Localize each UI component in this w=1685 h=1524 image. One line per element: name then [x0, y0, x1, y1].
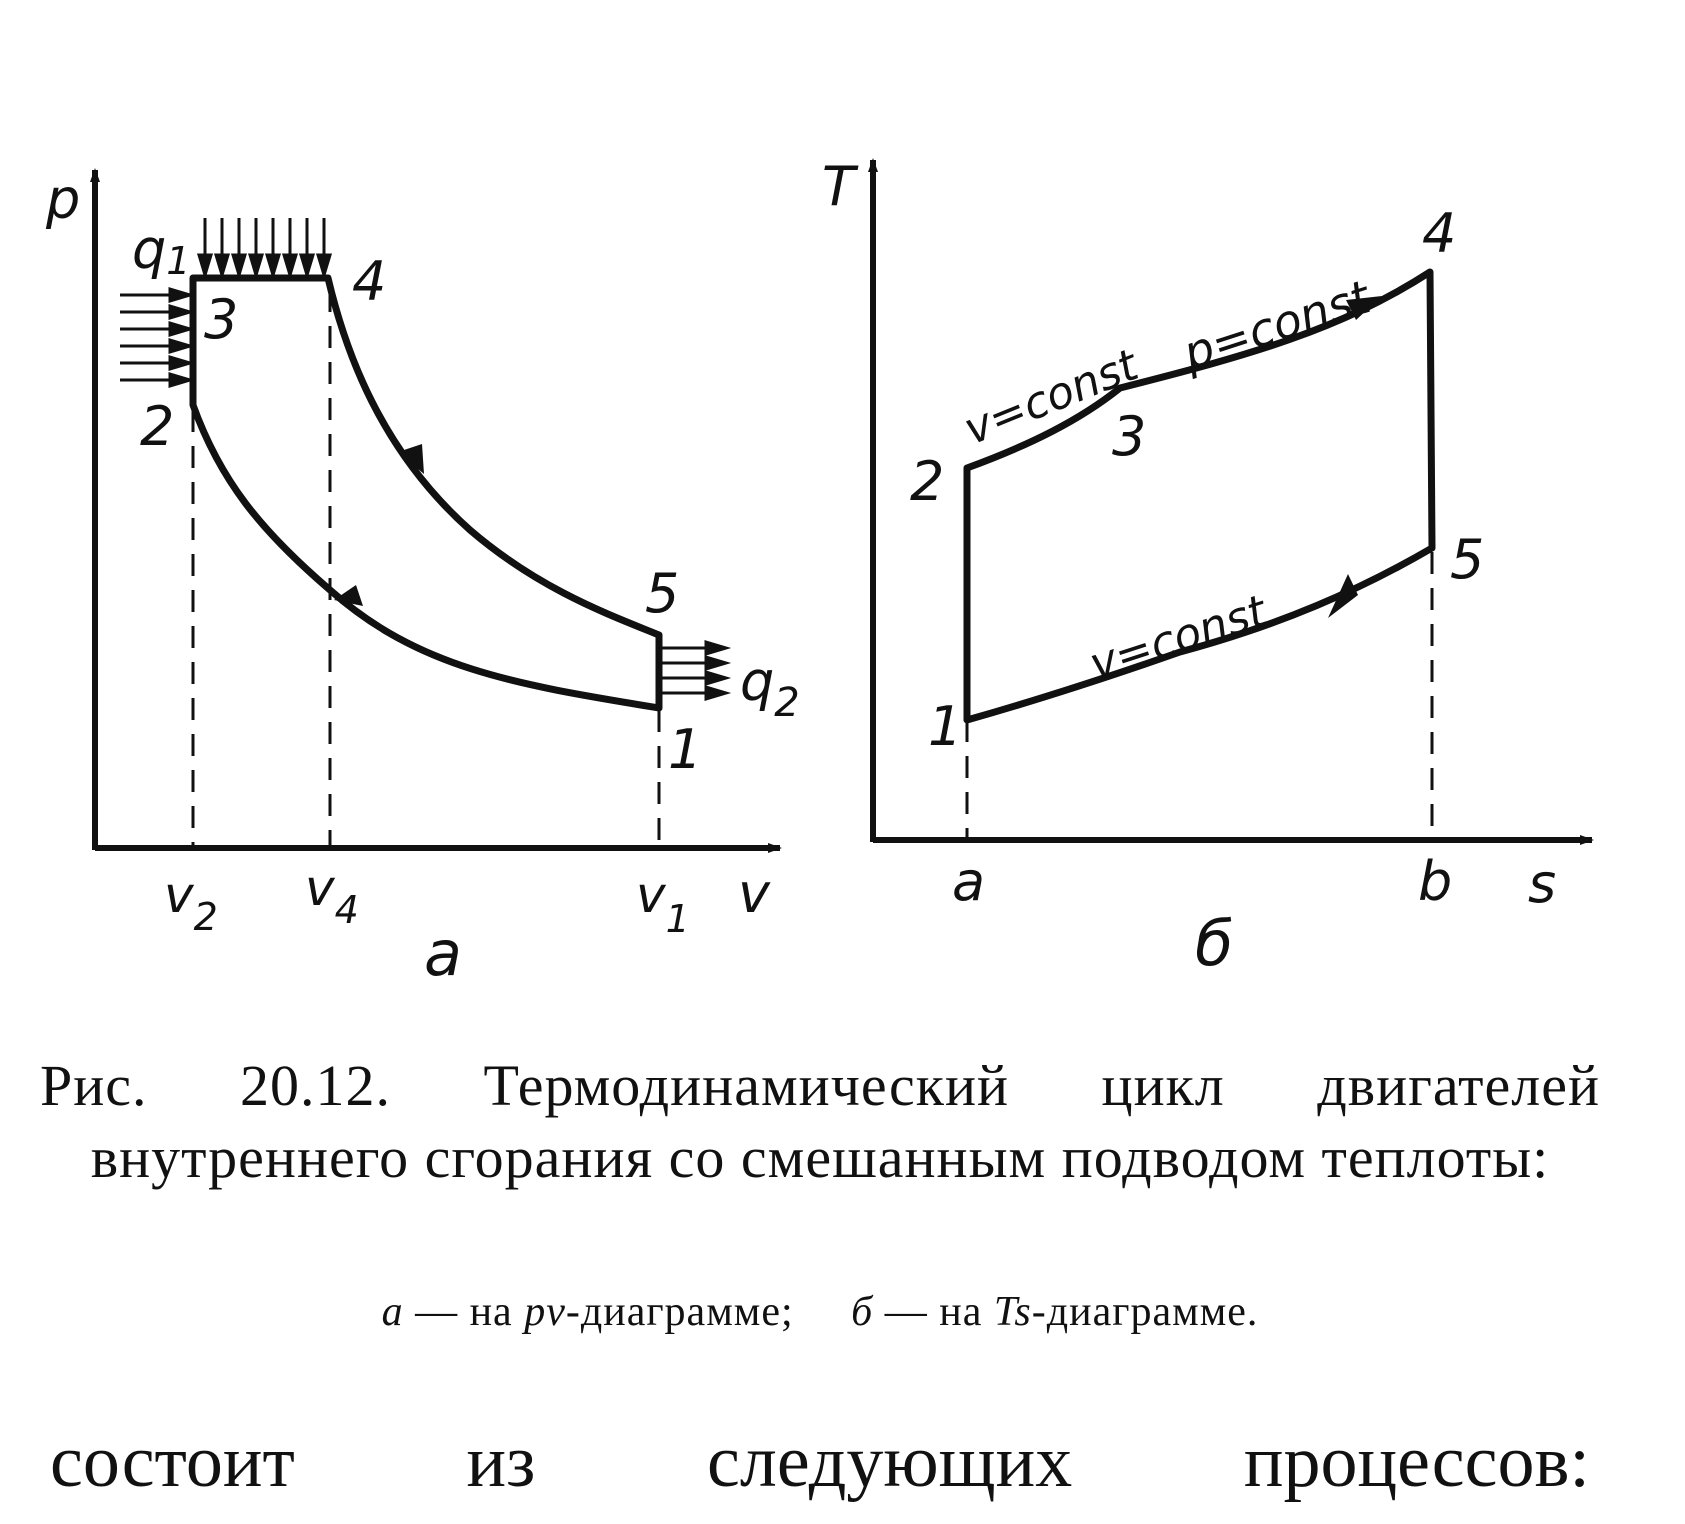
ts-point-1-label: 1: [928, 695, 962, 758]
pv-cycle-path: [189, 274, 663, 712]
ts-point-2-label: 2: [910, 450, 944, 513]
ts-panel-letter: б: [1195, 907, 1233, 980]
pv-point-2-label: 2: [140, 395, 174, 458]
ts-tick-b: b: [1418, 850, 1452, 913]
caption-b-diagram: Ts: [993, 1289, 1032, 1335]
body-text-line: состоит из следующих процессов:: [50, 1421, 1590, 1503]
ts-cycle-path: [963, 268, 1436, 724]
ts-isobar-arrow: [1346, 296, 1382, 320]
ts-p-const-label: p=const: [1176, 269, 1378, 381]
ts-axis-s-label: s: [1528, 852, 1556, 915]
ts-tick-a: a: [952, 850, 985, 913]
caption-b-dash: — на: [884, 1289, 983, 1335]
pv-q2-label: q2: [740, 650, 800, 726]
caption-a-rest: -диаграмме;: [565, 1289, 794, 1335]
figure-caption-legend: а — на pv-диаграмме; б — на Ts-диаграмме…: [40, 1288, 1600, 1336]
pv-point-1-label: 1: [668, 718, 702, 781]
pv-diagram: p v q1 q2 3 4 2 5 1 v2 v4 v1 a: [45, 168, 800, 990]
pv-heat-in-side-arrows: [120, 286, 196, 389]
caption-a-letter: а: [381, 1289, 404, 1335]
caption-b-rest: -диаграмме.: [1031, 1289, 1259, 1335]
caption-b-letter: б: [851, 1289, 874, 1335]
caption-a-diagram: pv: [524, 1289, 566, 1335]
pv-tick-v2: v2: [164, 866, 218, 939]
pv-point-3-label: 3: [204, 288, 238, 351]
figure-caption: Рис. 20.12. Термодинамический цикл двига…: [40, 1053, 1600, 1190]
ts-axis-t-label: T: [822, 155, 859, 218]
pv-q1-label: q1: [132, 218, 190, 283]
ts-v-const-lower-label: v=const: [1084, 585, 1275, 690]
pv-panel-letter: a: [424, 917, 462, 990]
pv-tick-v4: v4: [305, 859, 359, 932]
ts-point-3-label: 3: [1112, 405, 1146, 468]
pv-heat-in-top-arrows: [196, 218, 333, 281]
pv-point-5-label: 5: [645, 562, 679, 625]
ts-point-5-label: 5: [1450, 528, 1484, 591]
caption-a-dash: — на: [415, 1289, 513, 1335]
ts-isochore-arrow: [1328, 574, 1358, 618]
pv-expansion-arrow: [398, 444, 424, 474]
pv-tick-v1: v1: [636, 866, 690, 941]
ts-point-4-label: 4: [1422, 202, 1456, 265]
ts-diagram: T s 2 3 4 5 1 v=const p=const v=const a …: [822, 155, 1594, 980]
pv-axis-v-label: v: [738, 862, 771, 925]
pv-heat-out-arrows: [662, 639, 732, 702]
pv-point-4-label: 4: [352, 250, 386, 313]
pv-axis-p-label: p: [45, 168, 80, 231]
pv-compression-arrow: [334, 585, 363, 606]
